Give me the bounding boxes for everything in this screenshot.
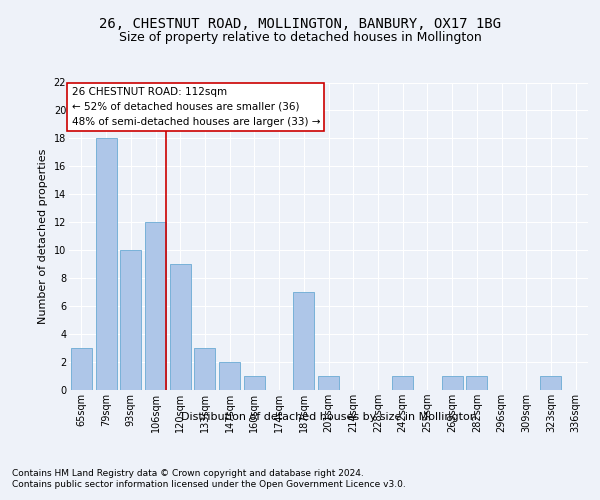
Text: 26 CHESTNUT ROAD: 112sqm
← 52% of detached houses are smaller (36)
48% of semi-d: 26 CHESTNUT ROAD: 112sqm ← 52% of detach… (71, 87, 320, 126)
Text: 26, CHESTNUT ROAD, MOLLINGTON, BANBURY, OX17 1BG: 26, CHESTNUT ROAD, MOLLINGTON, BANBURY, … (99, 18, 501, 32)
Bar (442, 376, 463, 390)
Bar (318, 376, 339, 390)
Bar (170, 264, 191, 390)
Bar (392, 376, 413, 390)
Bar (466, 376, 487, 390)
Text: Distribution of detached houses by size in Mollington: Distribution of detached houses by size … (181, 412, 477, 422)
Bar (120, 250, 141, 390)
Bar (244, 376, 265, 390)
Bar (95, 138, 116, 390)
Text: Contains HM Land Registry data © Crown copyright and database right 2024.: Contains HM Land Registry data © Crown c… (12, 469, 364, 478)
Bar (293, 292, 314, 390)
Bar (194, 348, 215, 390)
Bar (541, 376, 562, 390)
Bar (71, 348, 92, 390)
Bar (219, 362, 240, 390)
Y-axis label: Number of detached properties: Number of detached properties (38, 148, 48, 324)
Text: Size of property relative to detached houses in Mollington: Size of property relative to detached ho… (119, 31, 481, 44)
Text: Contains public sector information licensed under the Open Government Licence v3: Contains public sector information licen… (12, 480, 406, 489)
Bar (145, 222, 166, 390)
